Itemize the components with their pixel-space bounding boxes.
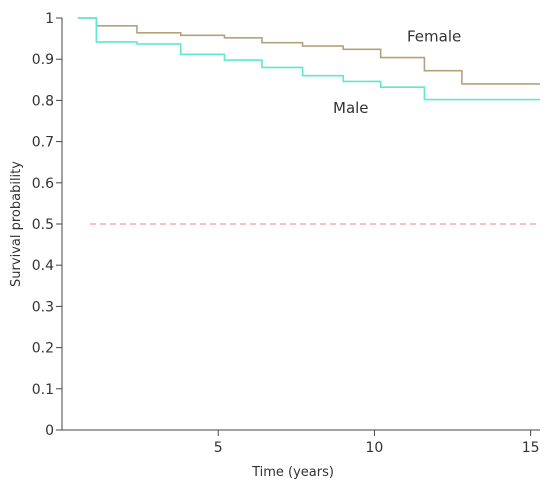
y-tick-label: 0.9 [32, 52, 54, 68]
x-axis-title: Time (years) [251, 465, 334, 480]
y-tick-label: 0.5 [32, 217, 54, 233]
x-ticks: 5 10 15 [214, 430, 540, 456]
y-tick-label: 0.6 [32, 176, 54, 192]
y-axis-title: Survival probability [9, 161, 24, 287]
y-tick-label: 0 [45, 423, 54, 439]
y-ticks: 0 0.1 0.2 0.3 0.4 0.5 0.6 0.7 0.8 0.9 1 [32, 11, 62, 439]
series-label-male: Male [333, 99, 369, 117]
series-label-female: Female [407, 28, 461, 46]
y-tick-label: 0.7 [32, 135, 54, 151]
series-group [77, 17, 540, 101]
series-labels: Female Male [333, 28, 461, 118]
y-tick-label: 0.4 [32, 258, 54, 274]
y-tick-label: 1 [45, 11, 54, 27]
series-line-male [77, 17, 540, 101]
y-tick-label: 0.3 [32, 299, 54, 315]
y-tick-label: 0.8 [32, 93, 54, 109]
series-line-female [77, 17, 540, 85]
y-tick-label: 0.2 [32, 341, 54, 357]
x-tick-label: 10 [366, 440, 384, 456]
y-tick-label: 0.1 [32, 382, 54, 398]
x-tick-label: 15 [522, 440, 540, 456]
x-tick-label: 5 [214, 440, 223, 456]
